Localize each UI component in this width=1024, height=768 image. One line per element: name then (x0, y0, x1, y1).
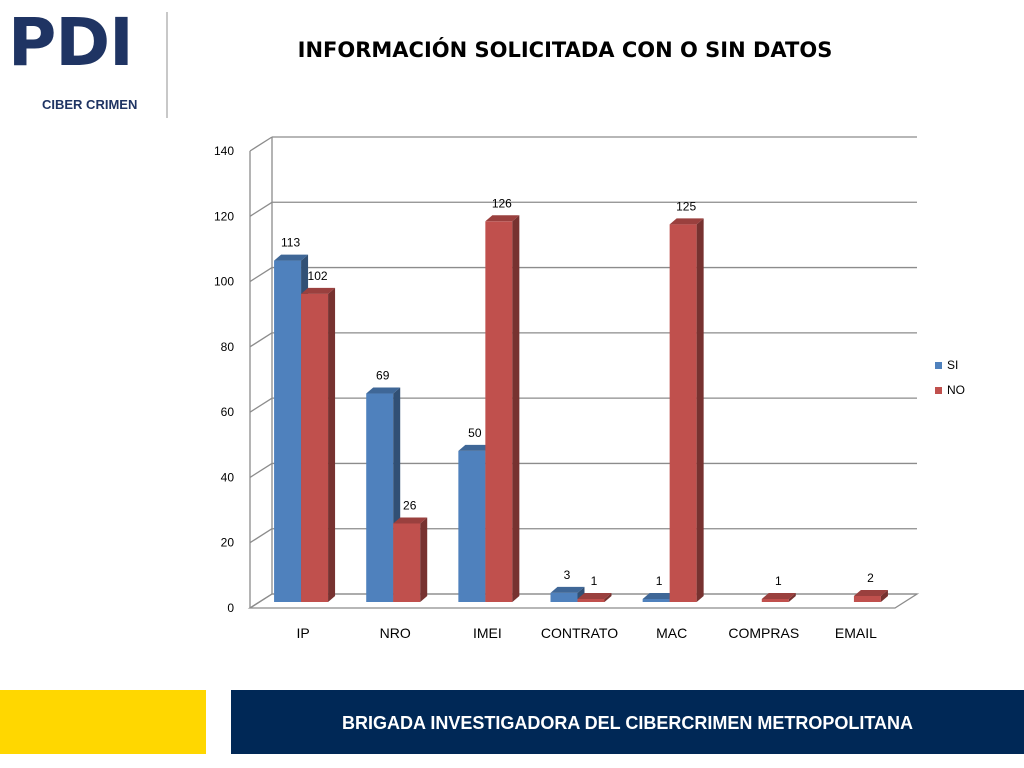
data-label: 26 (403, 498, 417, 512)
bar-front (485, 221, 513, 603)
x-tick-label-contrato: CONTRATO (541, 625, 618, 641)
data-label: 2 (867, 571, 874, 585)
data-label: 3 (564, 568, 571, 582)
bar-chart: 0 20 40 60 80 100 120 140 IP NRO IMEI CONTRATO MAC CO… (214, 136, 965, 641)
bar-top (274, 254, 309, 261)
chart-grid (249, 136, 917, 609)
y-tick-label: 60 (221, 405, 235, 419)
x-tick-label-ip: IP (296, 625, 309, 641)
bar-top (853, 589, 888, 596)
bar-top (458, 444, 493, 451)
y-tick-label: 100 (214, 275, 234, 289)
y-tick-label: 80 (221, 340, 235, 354)
bar-side (328, 287, 336, 602)
bar-front (853, 595, 881, 602)
bar-top (550, 586, 585, 593)
data-label: 1 (775, 574, 782, 588)
bar-front (301, 293, 329, 602)
bar-front (642, 598, 670, 602)
bar-side (696, 218, 704, 603)
bar-no-imei (485, 215, 520, 603)
footer-text: BRIGADA INVESTIGADORA DEL CIBERCRIMEN ME… (341, 712, 913, 733)
bar-front (366, 393, 394, 602)
bar-no-mac (669, 218, 704, 603)
bar-front (577, 598, 605, 602)
data-label: 102 (308, 269, 328, 283)
chart-title: INFORMACIÓN SOLICITADA CON O SIN DATOS (297, 38, 833, 62)
bar-side (512, 215, 520, 603)
data-label: 1 (656, 574, 663, 588)
bar-top (485, 215, 520, 222)
footer-bar: BRIGADA INVESTIGADORA DEL CIBERCRIMEN ME… (231, 690, 1024, 754)
pdi-logo: PDI CIBER CRIMEN (0, 0, 175, 125)
bar-top (301, 287, 336, 294)
bar-top (366, 387, 401, 394)
data-label: 1 (591, 574, 598, 588)
bar-no-nro (393, 517, 428, 602)
bar-no-email (853, 589, 888, 602)
bar-front (393, 523, 421, 602)
gridline-side-140 (249, 136, 273, 152)
bar-top (669, 218, 704, 225)
gridline-side-20 (249, 528, 273, 544)
y-tick-label: 0 (227, 601, 234, 615)
x-tick-label-email: EMAIL (835, 625, 877, 641)
data-label: 50 (468, 426, 482, 440)
bar-side (420, 517, 428, 602)
bar-side (604, 592, 612, 602)
gridline-side-120 (249, 201, 273, 217)
bar-top (393, 517, 428, 524)
bar-top (577, 592, 612, 599)
bar-top (642, 592, 677, 599)
y-tick-label: 20 (221, 536, 235, 550)
bar-no-contrato (577, 592, 612, 602)
legend-label-si: SI (947, 358, 958, 372)
bar-no-ip (301, 287, 336, 602)
gridline-side-100 (249, 267, 273, 283)
gridline-side-80 (249, 332, 273, 348)
gridline-side-60 (249, 397, 273, 413)
chart-axis: 0 20 40 60 80 100 120 140 IP NRO IMEI CONTRATO MAC CO… (214, 137, 920, 641)
footer-yellow-block (0, 690, 206, 754)
data-label: 126 (492, 196, 512, 210)
chart-legend: SI NO (935, 358, 965, 397)
logo-main-text: PDI (8, 4, 134, 81)
data-label: 125 (676, 199, 696, 213)
bar-front (669, 224, 697, 603)
y-tick-label: 140 (214, 144, 234, 158)
logo-divider (166, 12, 168, 118)
bar-front (274, 260, 302, 602)
bar-side (880, 589, 888, 602)
x-tick-label-nro: NRO (380, 625, 411, 641)
legend-swatch-si (935, 362, 942, 369)
x-tick-label-imei: IMEI (473, 625, 502, 641)
chart-bars (274, 215, 888, 603)
bar-no-compras (761, 592, 796, 602)
chart-floor (247, 593, 920, 609)
bar-top (761, 592, 796, 599)
x-tick-label-mac: MAC (656, 625, 687, 641)
bar-front (458, 450, 486, 602)
bar-side (788, 592, 796, 602)
bar-front (761, 598, 789, 602)
chart-labels: 113 102 69 26 50 126 3 1 1 125 1 2 (281, 196, 874, 588)
bar-front (550, 592, 578, 602)
y-tick-label: 40 (221, 470, 235, 484)
legend-swatch-no (935, 387, 942, 394)
legend-label-no: NO (947, 383, 965, 397)
x-tick-label-compras: COMPRAS (728, 625, 799, 641)
gridline-side-40 (249, 462, 273, 478)
logo-sub-text: CIBER CRIMEN (42, 97, 138, 112)
y-tick-label: 120 (214, 209, 234, 223)
data-label: 69 (376, 369, 390, 383)
data-label: 113 (281, 236, 300, 250)
